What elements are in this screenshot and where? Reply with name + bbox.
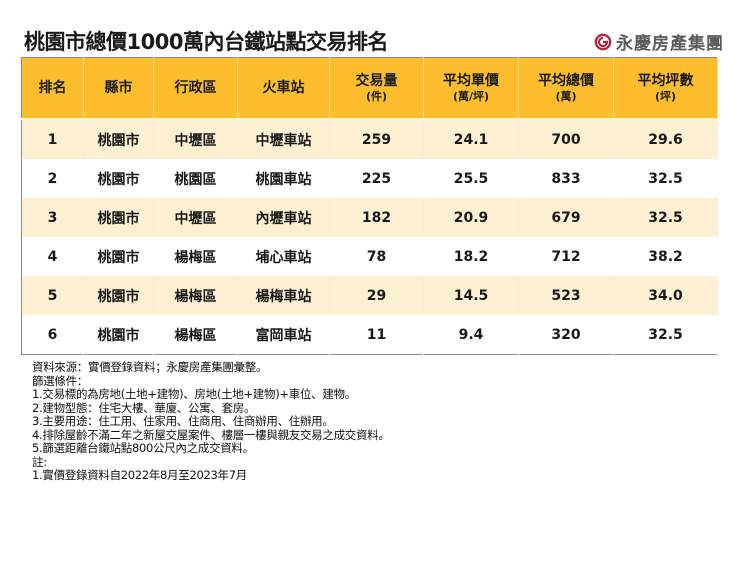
note-remark-heading: 註:	[32, 454, 47, 469]
header-unit: (件)	[365, 90, 388, 103]
header-label: 縣市	[104, 79, 133, 96]
table-row: 5 桃園市 楊梅區 楊梅車站 29 14.5 523 34.0	[21, 276, 718, 315]
cell-city: 桃園市	[83, 198, 154, 237]
cell-city: 桃園市	[83, 315, 154, 355]
cell-district: 中壢區	[153, 198, 238, 237]
note-criteria-1: 1.交易標的為房地(土地+建物)、房地(土地+建物)+車位、建物。	[32, 387, 356, 401]
note-remark-1: 1.實價登錄資料自2022年8月至2023年7月	[32, 468, 247, 482]
table-row: 3 桃園市 中壢區 內壢車站 182 20.9 679 32.5	[21, 198, 718, 237]
cell-city: 桃園市	[83, 118, 154, 159]
header-area: 平均坪數 (坪)	[613, 57, 718, 119]
header-label: 平均單價	[443, 73, 499, 89]
cell-station: 中壢車站	[237, 118, 330, 159]
table-row: 6 桃園市 楊梅區 富岡車站 11 9.4 320 32.5	[21, 315, 718, 355]
table-row: 4 桃園市 楊梅區 埔心車站 78 18.2 712 38.2	[21, 237, 718, 276]
brand: 永慶房產集團	[594, 29, 724, 54]
header-label: 平均總價	[538, 73, 594, 89]
cell-area: 32.5	[613, 198, 718, 237]
header-rank: 排名	[21, 57, 84, 119]
cell-district: 楊梅區	[153, 237, 238, 276]
footnotes: 資料來源：實價登錄資料；永慶房產集團彙整。 篩選條件： 1.交易標的為房地(土地…	[32, 360, 390, 483]
cell-area: 38.2	[613, 237, 718, 276]
cell-rank: 6	[21, 315, 84, 355]
note-criteria-4: 4.排除屋齡不滿二年之新屋交屋案件、樓層一樓與親友交易之成交資料。	[32, 427, 390, 442]
cell-district: 中壢區	[153, 118, 238, 159]
cell-area: 34.0	[613, 276, 718, 315]
cell-district: 楊梅區	[153, 315, 238, 355]
cell-volume: 225	[329, 159, 424, 198]
cell-total-price: 679	[518, 198, 614, 237]
note-criteria-2: 2.建物型態：住宅大樓、華廈、公寓、套房。	[32, 400, 256, 415]
cell-district: 楊梅區	[153, 276, 238, 315]
header-volume: 交易量 (件)	[329, 57, 424, 119]
cell-unit-price: 25.5	[423, 159, 519, 198]
cell-rank: 2	[21, 159, 84, 198]
cell-city: 桃園市	[83, 237, 154, 276]
header-unit: (萬/坪)	[452, 90, 490, 103]
cell-area: 32.5	[613, 159, 718, 198]
cell-unit-price: 18.2	[423, 237, 519, 276]
cell-city: 桃園市	[83, 276, 154, 315]
cell-rank: 4	[21, 237, 84, 276]
cell-station: 內壢車站	[237, 198, 330, 237]
cell-area: 29.6	[613, 118, 718, 159]
header-district: 行政區	[153, 57, 238, 119]
header-label: 交易量	[355, 73, 398, 89]
header-unit: (萬)	[555, 90, 577, 103]
cell-station: 楊梅車站	[237, 276, 330, 315]
header-label: 排名	[38, 79, 67, 96]
cell-total-price: 523	[518, 276, 614, 315]
note-source: 資料來源：實價登錄資料；永慶房產集團彙整。	[32, 360, 268, 374]
cell-station: 桃園車站	[237, 159, 330, 198]
page-title: 桃園市總價1000萬內台鐵站點交易排名	[24, 30, 388, 54]
cell-volume: 29	[329, 276, 424, 315]
cell-district: 桃園區	[153, 159, 238, 198]
note-criteria-3: 3.主要用途：住工用、住家用、住商用、住商辦用、住辦用。	[32, 414, 334, 428]
note-criteria-5: 5.篩選距離台鐵站點800公尺內之成交資料。	[32, 441, 254, 455]
table-row: 1 桃園市 中壢區 中壢車站 259 24.1 700 29.6	[21, 118, 718, 159]
table-row: 2 桃園市 桃園區 桃園車站 225 25.5 833 32.5	[21, 159, 718, 198]
header-station: 火車站	[237, 57, 330, 119]
brand-name: 永慶房產集團	[616, 34, 724, 54]
header-label: 火車站	[262, 79, 305, 96]
cell-volume: 182	[329, 198, 424, 237]
cell-volume: 78	[329, 237, 424, 276]
cell-unit-price: 24.1	[423, 118, 519, 159]
cell-rank: 1	[21, 118, 84, 159]
cell-unit-price: 14.5	[423, 276, 519, 315]
brand-logo-icon	[594, 33, 612, 50]
cell-unit-price: 9.4	[423, 315, 519, 355]
cell-total-price: 700	[518, 118, 614, 159]
cell-volume: 259	[329, 118, 424, 159]
cell-unit-price: 20.9	[423, 198, 519, 237]
cell-rank: 3	[21, 198, 84, 237]
cell-station: 埔心車站	[237, 237, 330, 276]
ranking-table: 排名 縣市 行政區 火車站 交易量 (件) 平均單價 (萬/坪) 平均總價 (萬) 平…	[21, 57, 718, 355]
header-total-price: 平均總價 (萬)	[518, 57, 614, 119]
cell-station: 富岡車站	[237, 315, 330, 355]
cell-total-price: 320	[518, 315, 614, 355]
header-city: 縣市	[83, 57, 154, 119]
header-unit: (坪)	[654, 90, 677, 103]
header-label: 行政區	[174, 79, 217, 96]
cell-total-price: 833	[518, 159, 614, 198]
cell-rank: 5	[21, 276, 84, 315]
cell-area: 32.5	[613, 315, 718, 355]
header-unit-price: 平均單價 (萬/坪)	[423, 57, 519, 119]
cell-volume: 11	[329, 315, 424, 355]
cell-city: 桃園市	[83, 159, 154, 198]
cell-total-price: 712	[518, 237, 614, 276]
header-label: 平均坪數	[637, 73, 694, 89]
table-header-row: 排名 縣市 行政區 火車站 交易量 (件) 平均單價 (萬/坪) 平均總價 (萬) 平…	[21, 57, 718, 119]
note-criteria-heading: 篩選條件：	[32, 373, 88, 388]
